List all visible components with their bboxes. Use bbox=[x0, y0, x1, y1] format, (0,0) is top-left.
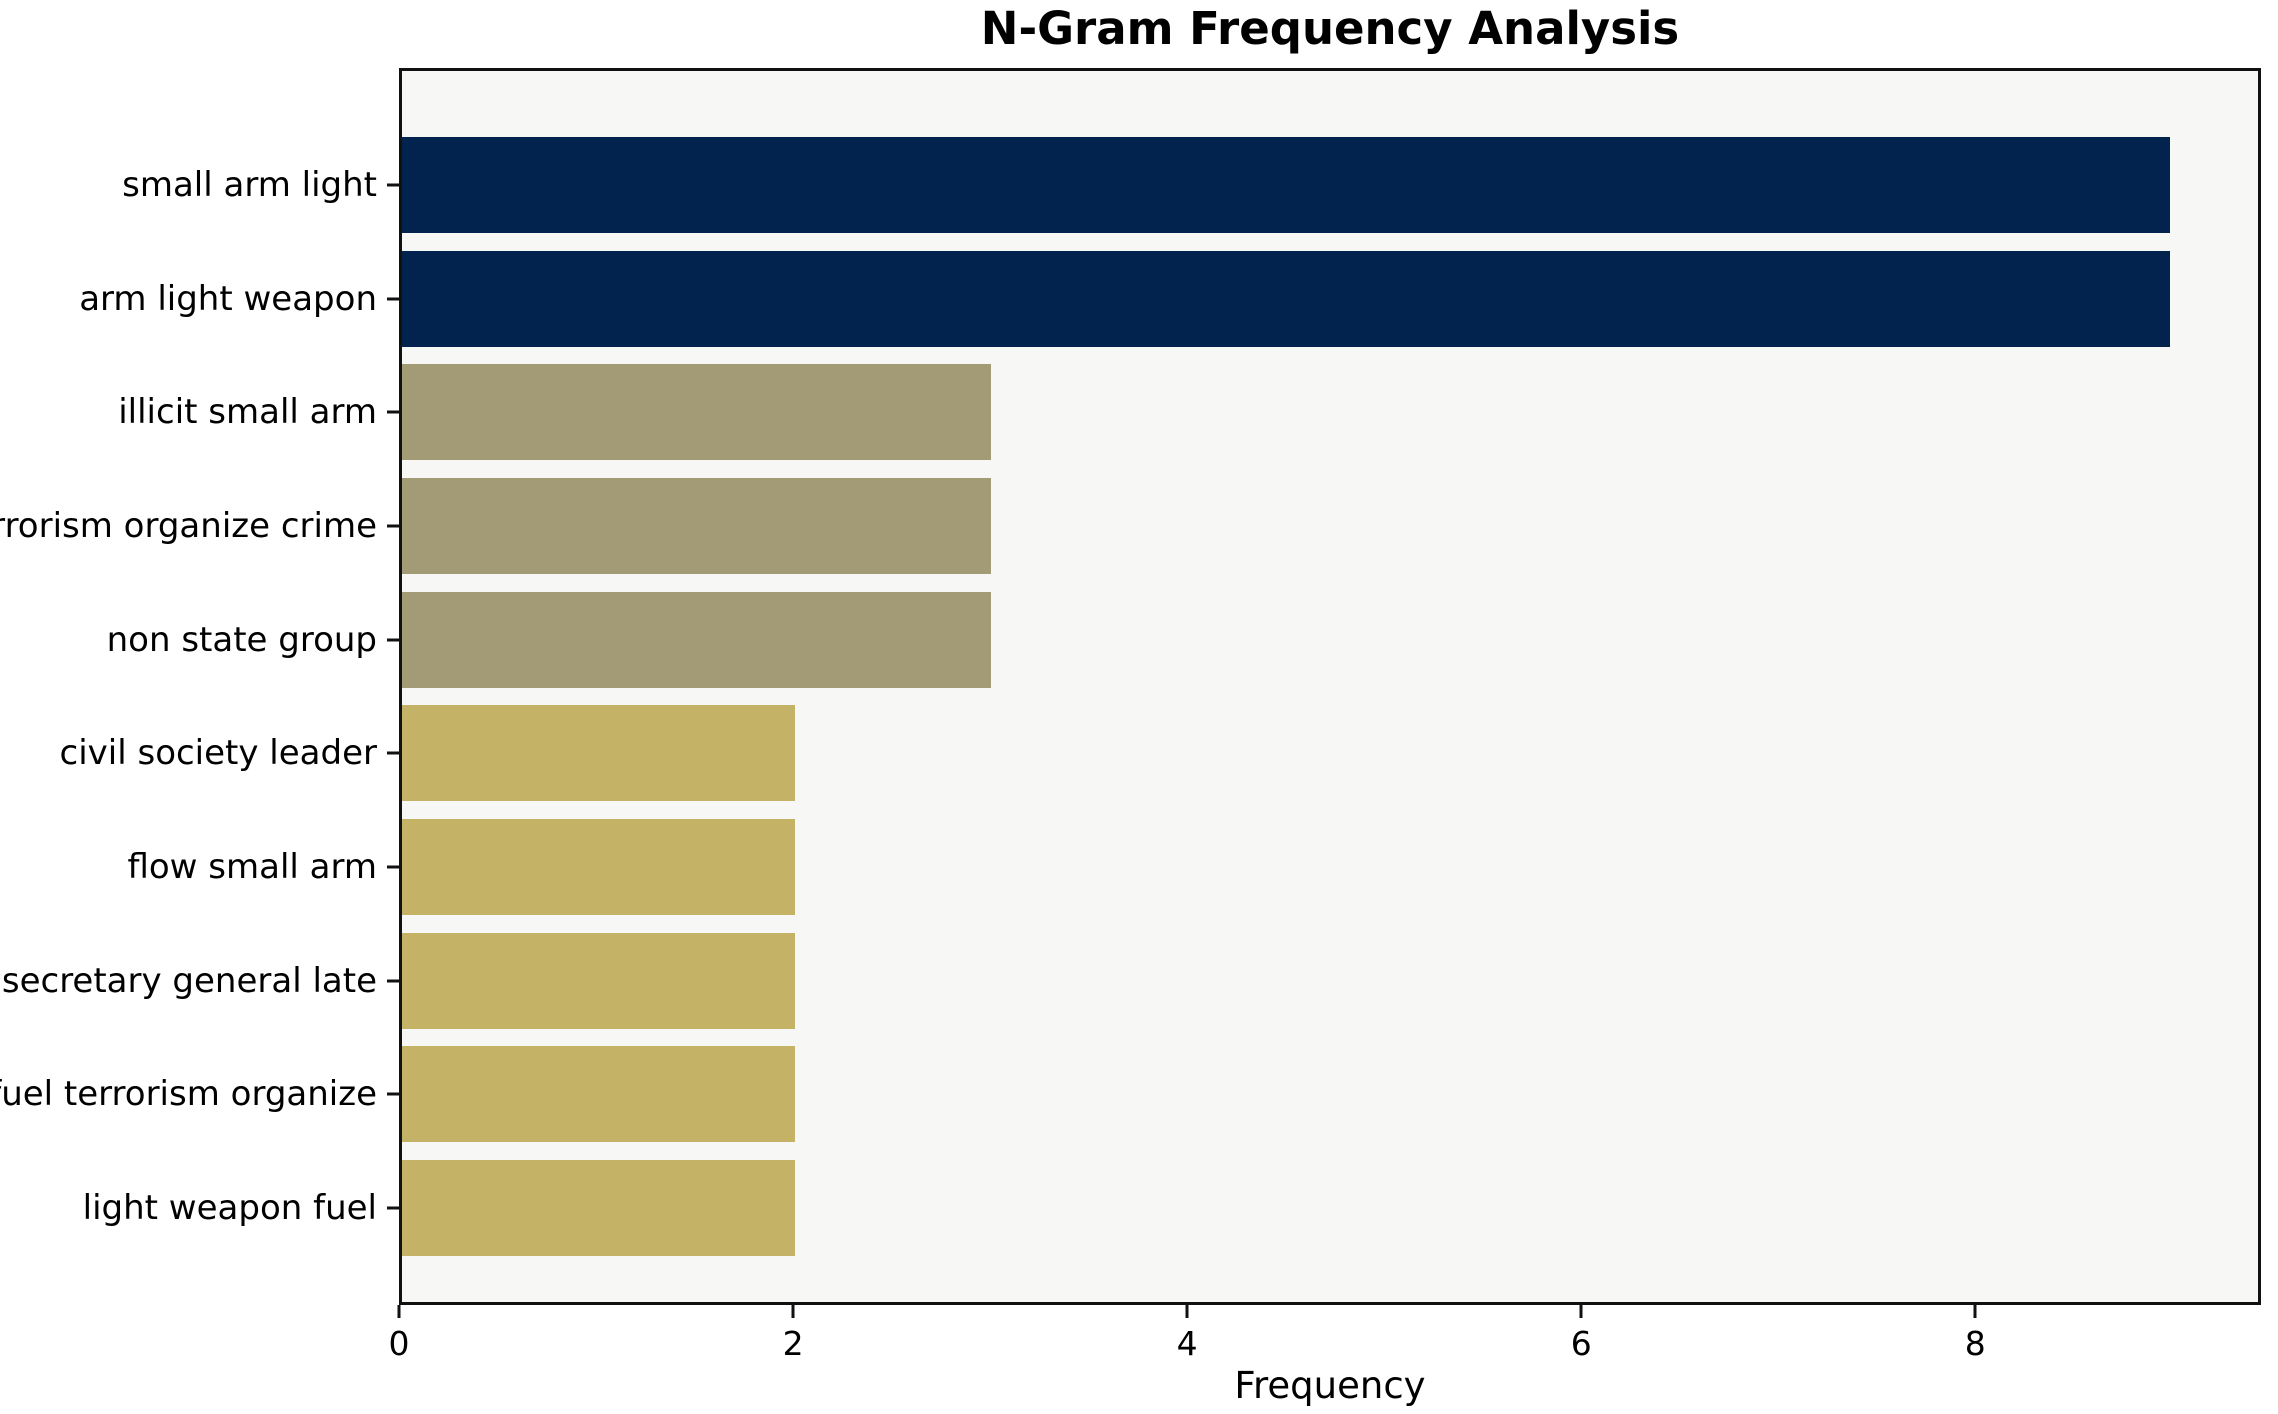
x-tick-label: 0 bbox=[388, 1324, 410, 1363]
y-tick-label: non state group bbox=[106, 619, 377, 660]
x-tick-mark bbox=[1579, 1305, 1583, 1318]
y-tick-label: illicit small arm bbox=[118, 392, 377, 433]
x-tick-mark bbox=[1185, 1305, 1189, 1318]
bar bbox=[402, 1160, 795, 1257]
y-tick-mark bbox=[387, 865, 399, 869]
y-tick-label: small arm light bbox=[122, 164, 377, 205]
y-tick-label: light weapon fuel bbox=[82, 1188, 377, 1229]
bar bbox=[402, 250, 2170, 347]
bar bbox=[402, 364, 992, 461]
x-tick-label: 6 bbox=[1570, 1324, 1592, 1363]
y-tick-mark bbox=[387, 183, 399, 187]
bar bbox=[402, 1046, 795, 1143]
x-axis-label: Frequency bbox=[1234, 1364, 1426, 1407]
bar bbox=[402, 477, 992, 574]
y-tick-mark bbox=[387, 524, 399, 528]
bar bbox=[402, 705, 795, 802]
y-tick-mark bbox=[387, 751, 399, 755]
y-tick-label: terrorism organize crime bbox=[0, 505, 377, 546]
y-tick-mark bbox=[387, 638, 399, 642]
y-tick-mark bbox=[387, 979, 399, 983]
chart-title: N-Gram Frequency Analysis bbox=[980, 2, 1680, 55]
y-tick-label: flow small arm bbox=[127, 847, 377, 888]
x-tick-mark bbox=[1973, 1305, 1977, 1318]
y-tick-label: secretary general late bbox=[1, 960, 377, 1001]
y-tick-label: civil society leader bbox=[59, 733, 377, 774]
x-tick-label: 2 bbox=[782, 1324, 804, 1363]
y-tick-mark bbox=[387, 1206, 399, 1210]
x-tick-label: 4 bbox=[1176, 1324, 1198, 1363]
bar bbox=[402, 591, 992, 688]
x-tick-mark bbox=[791, 1305, 795, 1318]
y-tick-label: fuel terrorism organize bbox=[0, 1074, 377, 1115]
y-tick-mark bbox=[387, 1092, 399, 1096]
bars-layer bbox=[402, 71, 2258, 1302]
plot-area bbox=[399, 68, 2261, 1305]
bar bbox=[402, 819, 795, 916]
y-tick-mark bbox=[387, 410, 399, 414]
x-tick-label: 8 bbox=[1964, 1324, 1986, 1363]
y-tick-mark bbox=[387, 297, 399, 301]
y-tick-label: arm light weapon bbox=[79, 278, 377, 319]
bar bbox=[402, 136, 2170, 233]
x-tick-mark bbox=[397, 1305, 401, 1318]
bar bbox=[402, 932, 795, 1029]
